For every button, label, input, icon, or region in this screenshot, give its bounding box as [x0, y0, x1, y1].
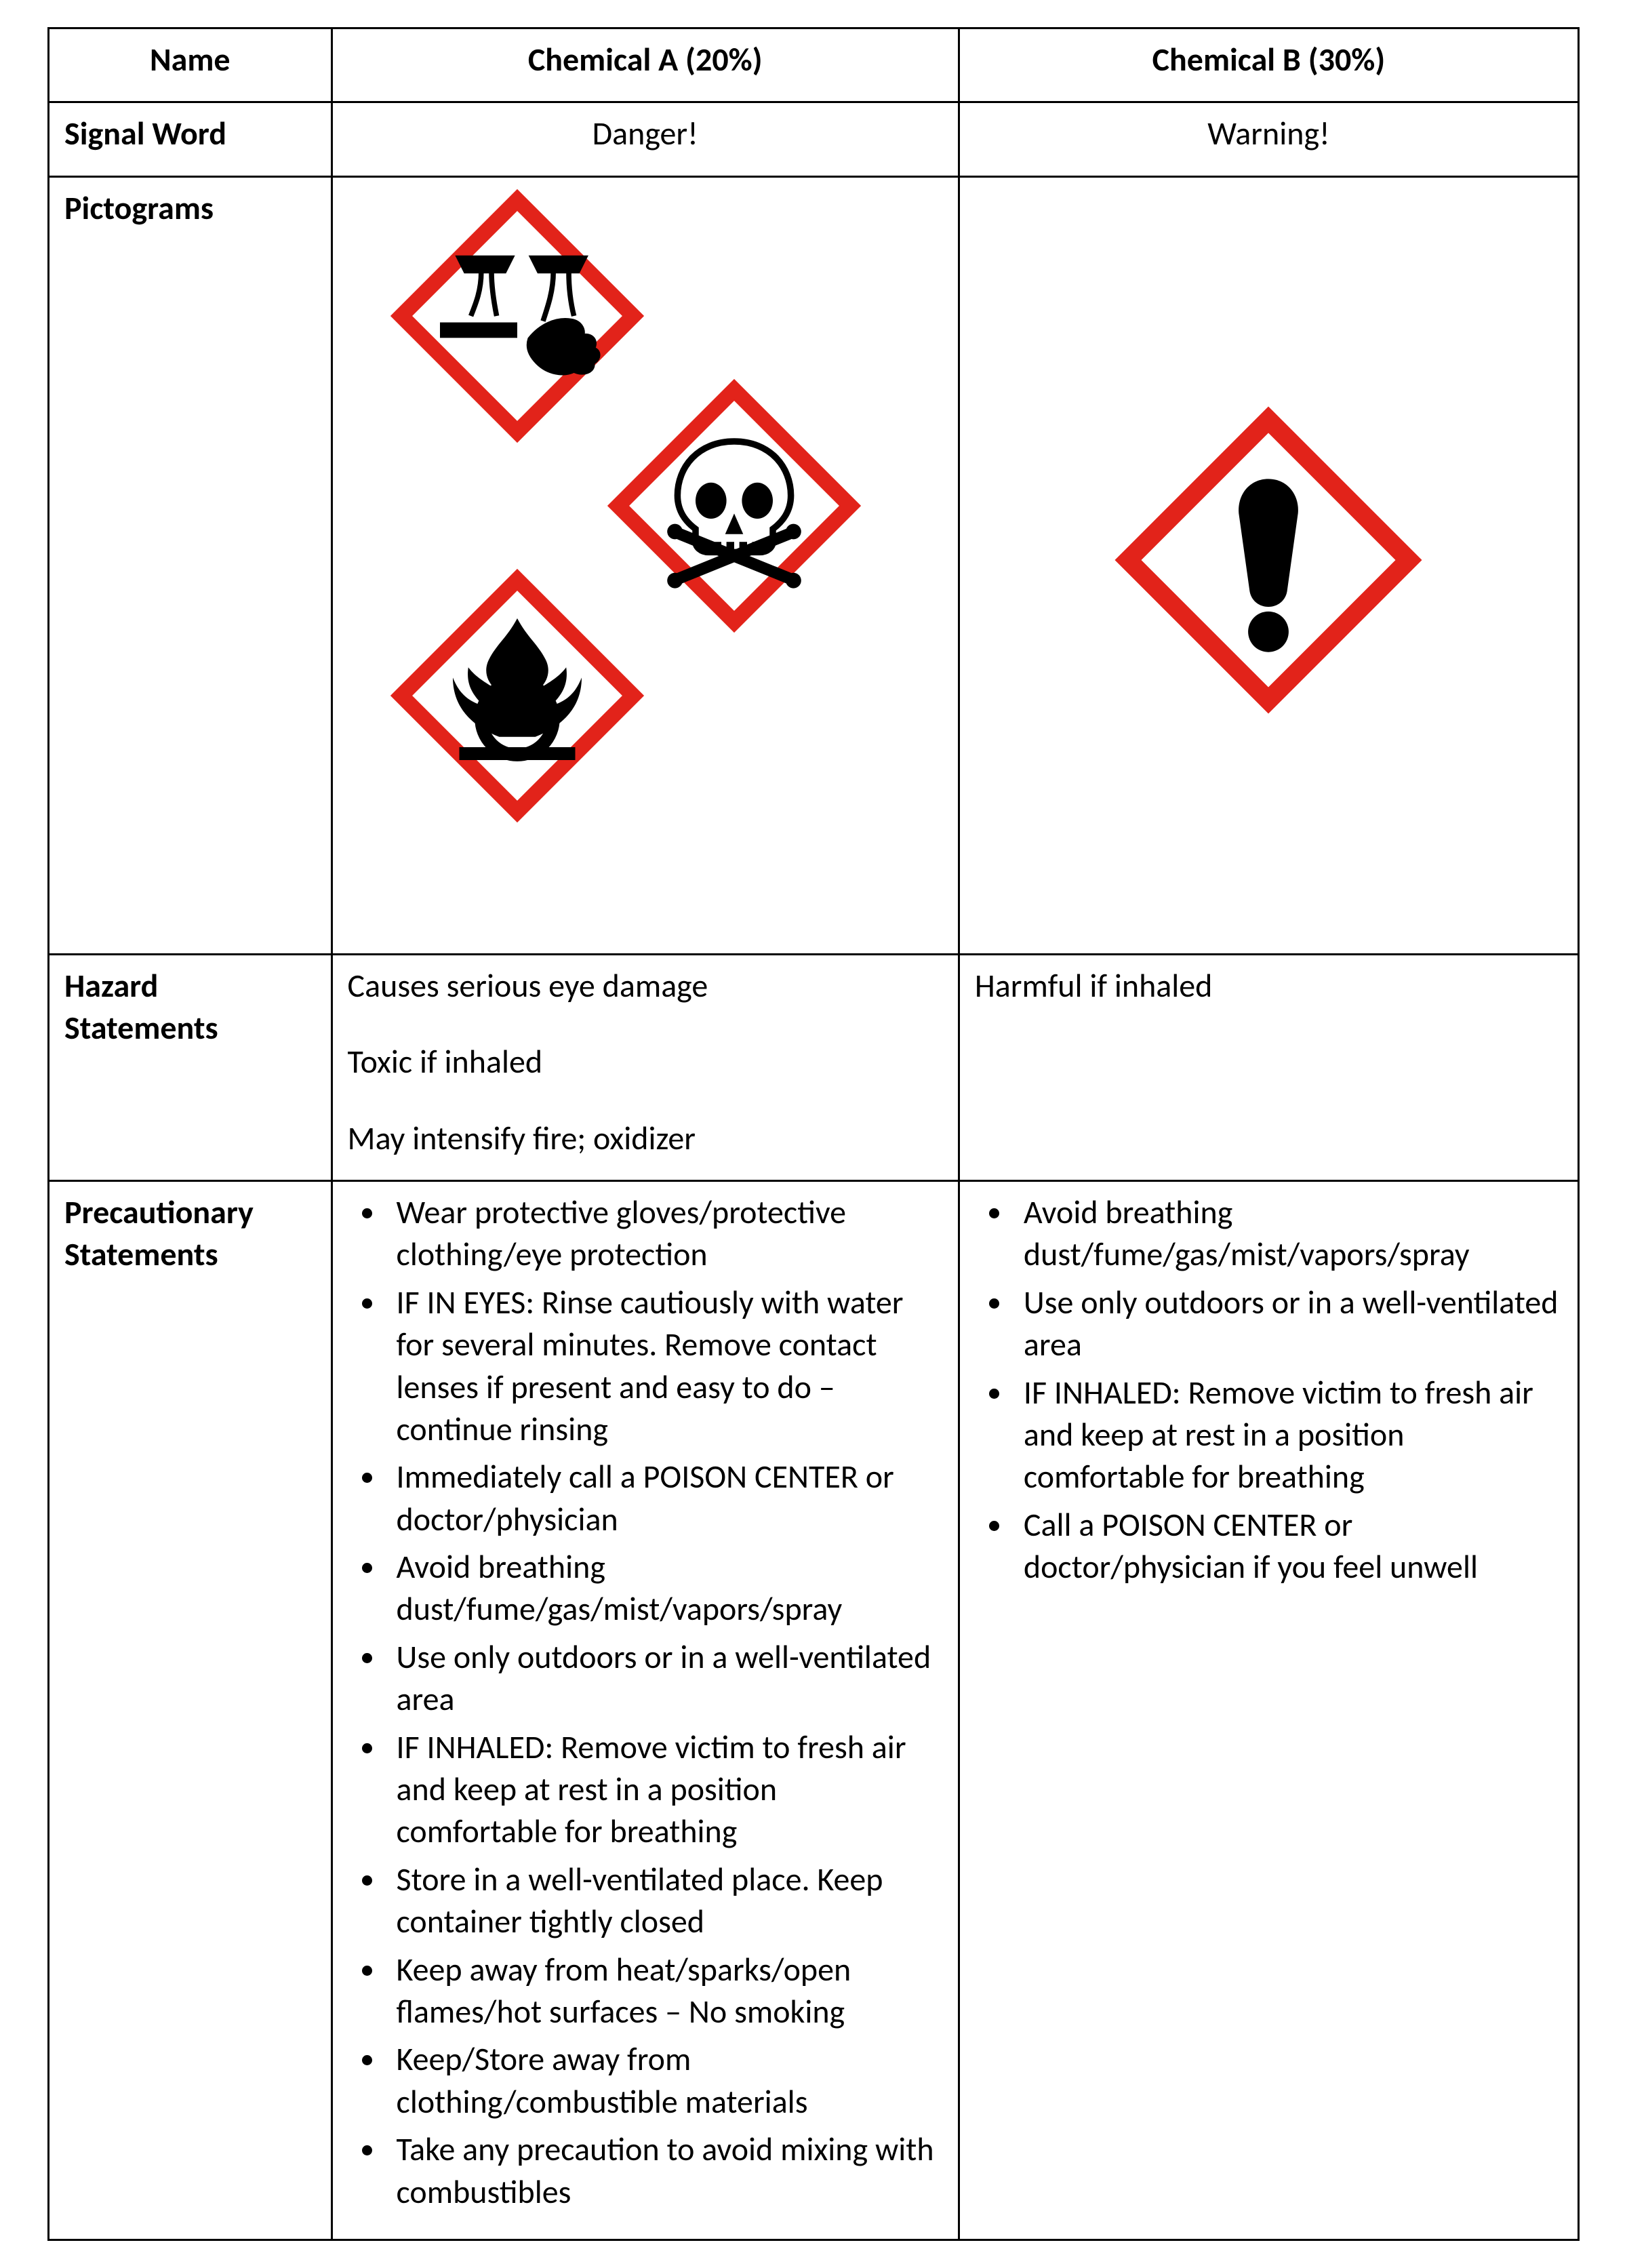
- list-item: Use only outdoors or in a well-ventilate…: [387, 1636, 943, 1721]
- precaution-a: Wear protective gloves/protective clothi…: [332, 1180, 959, 2240]
- list-item: Keep away from heat/sparks/open flames/h…: [387, 1949, 943, 2033]
- label-pictograms: Pictograms: [49, 176, 332, 954]
- row-signal-word: Signal Word Danger! Warning!: [49, 102, 1579, 176]
- label-hazard: Hazard Statements: [49, 954, 332, 1180]
- list-item: Take any precaution to avoid mixing with…: [387, 2128, 943, 2213]
- sds-comparison-page: Name Chemical A (20%) Chemical B (30%) S…: [0, 0, 1627, 2268]
- list-item: IF INHALED: Remove victim to fresh air a…: [387, 1726, 943, 1853]
- header-chem-a: Chemical A (20%): [332, 28, 959, 102]
- precaution-b: Avoid breathing dust/fume/gas/mist/vapor…: [959, 1180, 1578, 2240]
- oxidizer-icon: [388, 567, 646, 824]
- list-item: Store in a well-ventilated place. Keep c…: [387, 1858, 943, 1943]
- row-hazard: Hazard Statements Causes serious eye dam…: [49, 954, 1579, 1180]
- list-item: Immediately call a POISON CENTER or doct…: [387, 1456, 943, 1540]
- pictogram-canvas-b: [975, 187, 1563, 933]
- list-item: IF INHALED: Remove victim to fresh air a…: [1014, 1372, 1563, 1498]
- list-item: IF IN EYES: Rinse cautiously with water …: [387, 1281, 943, 1451]
- hazard-b: Harmful if inhaled: [959, 954, 1578, 1180]
- list-item: Avoid breathing dust/fume/gas/mist/vapor…: [387, 1546, 943, 1631]
- hazard-a-2: May intensify fire; oxidizer: [348, 1117, 943, 1159]
- signal-word-a: Danger!: [332, 102, 959, 176]
- pictograms-a: [332, 176, 959, 954]
- hazard-a-1: Toxic if inhaled: [348, 1041, 943, 1083]
- header-chem-b: Chemical B (30%): [959, 28, 1578, 102]
- precaution-list-a: Wear protective gloves/protective clothi…: [348, 1191, 943, 2213]
- list-item: Keep/Store away from clothing/combustibl…: [387, 2038, 943, 2123]
- hazard-a: Causes serious eye damage Toxic if inhal…: [332, 954, 959, 1180]
- hazard-a-0: Causes serious eye damage: [348, 965, 943, 1007]
- exclamation-icon: [1112, 404, 1424, 716]
- list-item: Wear protective gloves/protective clothi…: [387, 1191, 943, 1276]
- signal-word-b: Warning!: [959, 102, 1578, 176]
- precaution-list-b: Avoid breathing dust/fume/gas/mist/vapor…: [975, 1191, 1563, 1589]
- list-item: Call a POISON CENTER or doctor/physician…: [1014, 1504, 1563, 1589]
- row-pictograms: Pictograms: [49, 176, 1579, 954]
- sds-comparison-table: Name Chemical A (20%) Chemical B (30%) S…: [47, 27, 1580, 2241]
- pictogram-canvas-a: [348, 187, 943, 933]
- label-signal-word: Signal Word: [49, 102, 332, 176]
- header-row: Name Chemical A (20%) Chemical B (30%): [49, 28, 1579, 102]
- list-item: Avoid breathing dust/fume/gas/mist/vapor…: [1014, 1191, 1563, 1276]
- label-precaution: Precautionary Statements: [49, 1180, 332, 2240]
- row-precaution: Precautionary Statements Wear protective…: [49, 1180, 1579, 2240]
- header-name: Name: [49, 28, 332, 102]
- hazard-b-0: Harmful if inhaled: [975, 965, 1563, 1007]
- list-item: Use only outdoors or in a well-ventilate…: [1014, 1281, 1563, 1366]
- pictograms-b: [959, 176, 1578, 954]
